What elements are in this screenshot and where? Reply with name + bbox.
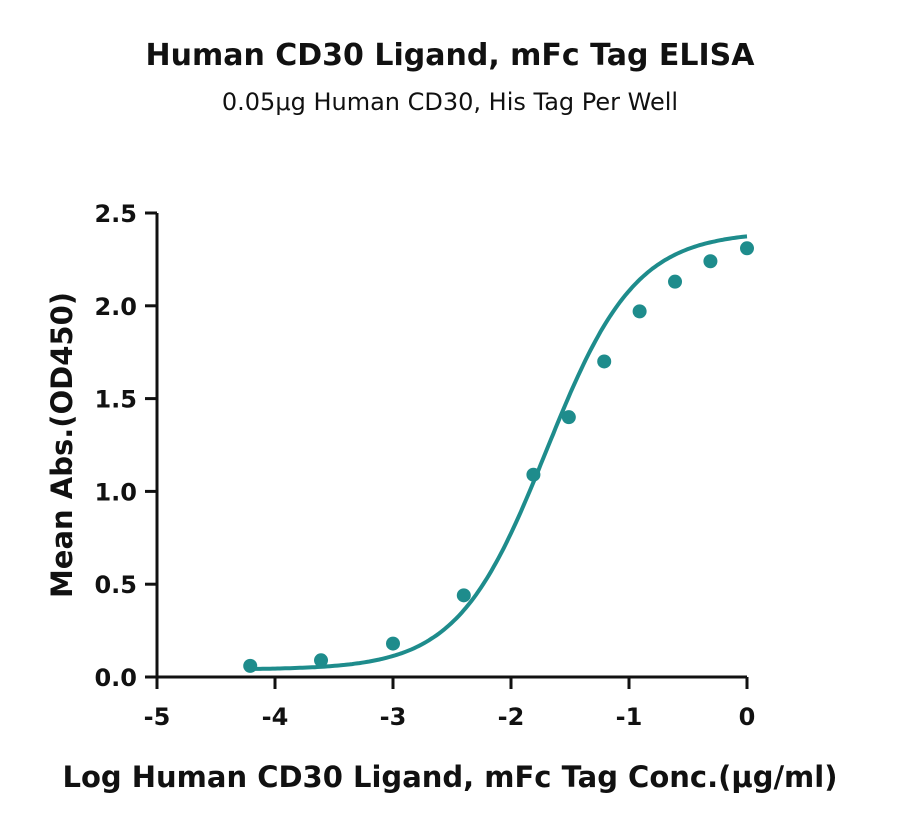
y-tick-label: 2.0 <box>94 293 137 321</box>
chart-title: Human CD30 Ligand, mFc Tag ELISA <box>145 38 755 73</box>
y-tick-labels: 0.0 0.5 1.0 1.5 2.0 2.5 <box>94 200 137 692</box>
data-point <box>456 588 471 603</box>
data-point <box>561 410 576 425</box>
y-tick-label: 1.5 <box>94 386 137 414</box>
data-point <box>703 254 718 269</box>
y-tick-label: 2.5 <box>94 200 137 228</box>
chart-subtitle: 0.05μg Human CD30, His Tag Per Well <box>221 88 679 116</box>
axes <box>145 211 749 689</box>
y-tick-label: 0.0 <box>94 664 137 692</box>
x-axis-title: Log Human CD30 Ligand, mFc Tag Conc.(μg/… <box>63 760 838 794</box>
x-tick-labels: -5 -4 -3 -2 -1 0 <box>144 703 756 731</box>
data-point <box>632 304 647 319</box>
x-tick-label: -1 <box>616 703 643 731</box>
data-point <box>597 354 612 369</box>
y-tick-label: 1.0 <box>94 478 137 506</box>
data-point <box>526 467 541 482</box>
data-points <box>243 241 754 673</box>
fit-curve <box>250 234 748 671</box>
x-tick-label: 0 <box>739 703 756 731</box>
x-tick-label: -2 <box>498 703 525 731</box>
data-point <box>243 658 258 673</box>
data-point <box>386 636 400 651</box>
x-tick-label: -5 <box>144 703 171 731</box>
data-point <box>668 274 683 289</box>
x-tick-label: -3 <box>380 703 407 731</box>
x-tick-label: -4 <box>262 703 289 731</box>
data-point <box>740 241 754 256</box>
y-tick-label: 0.5 <box>94 571 137 599</box>
data-point <box>314 653 329 668</box>
y-axis-title: Mean Abs.(OD450) <box>45 292 79 598</box>
